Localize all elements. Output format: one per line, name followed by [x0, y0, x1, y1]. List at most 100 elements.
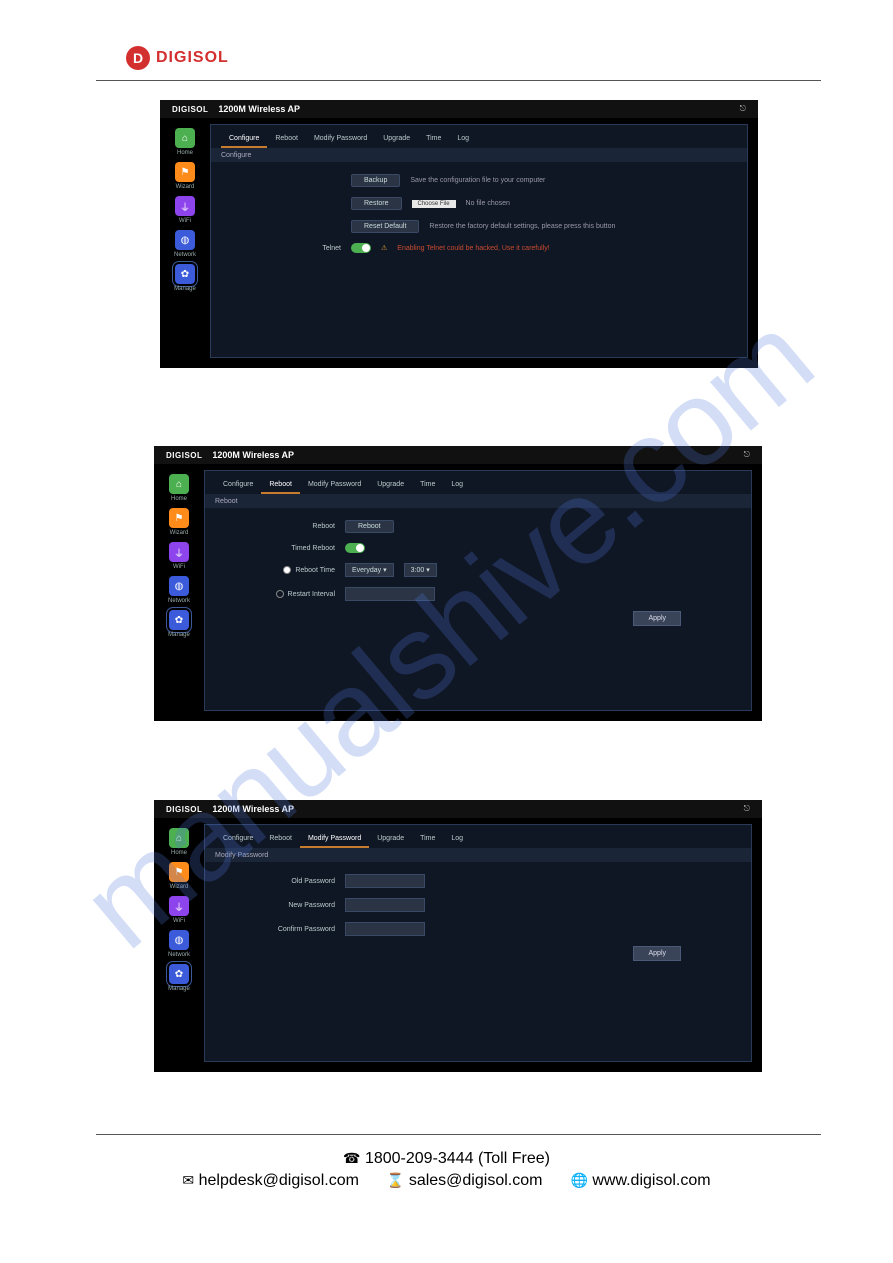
- network-icon: ◍: [169, 930, 189, 950]
- confirm-password-label: Confirm Password: [235, 926, 335, 933]
- product-title: 1200M Wireless AP: [218, 104, 300, 114]
- content-panel: Configure Reboot Modify Password Upgrade…: [210, 124, 748, 358]
- tab-reboot[interactable]: Reboot: [261, 477, 300, 494]
- reboot-button[interactable]: Reboot: [345, 520, 394, 533]
- telnet-label: Telnet: [241, 245, 341, 252]
- logo-text: DIGISOL: [156, 49, 229, 67]
- tab-modify-password[interactable]: Modify Password: [306, 131, 375, 148]
- product-title: 1200M Wireless AP: [212, 450, 294, 460]
- screenshot-modify-password: DIGISOL 1200M Wireless AP ⎋ ⌂Home ⚑Wizar…: [154, 800, 762, 1072]
- logout-icon[interactable]: ⎋: [740, 104, 746, 114]
- tab-time[interactable]: Time: [418, 131, 449, 148]
- tab-upgrade[interactable]: Upgrade: [369, 831, 412, 848]
- new-password-label: New Password: [235, 902, 335, 909]
- apply-button[interactable]: Apply: [633, 611, 681, 626]
- sidebar-item-network[interactable]: ◍Network: [174, 230, 196, 258]
- wizard-icon: ⚑: [169, 508, 189, 528]
- sidebar-item-wifi[interactable]: ⏚WiFi: [169, 542, 189, 570]
- manage-icon: ✿: [175, 264, 195, 284]
- divider-top: [96, 80, 821, 81]
- confirm-password-input[interactable]: [345, 922, 425, 936]
- backup-desc: Save the configuration file to your comp…: [410, 177, 545, 184]
- reset-desc: Restore the factory default settings, pl…: [429, 223, 615, 230]
- timed-reboot-toggle[interactable]: [345, 543, 365, 553]
- tab-modify-password[interactable]: Modify Password: [300, 477, 369, 494]
- tab-upgrade[interactable]: Upgrade: [375, 131, 418, 148]
- tab-reboot[interactable]: Reboot: [261, 831, 300, 848]
- old-password-label: Old Password: [235, 878, 335, 885]
- tab-time[interactable]: Time: [412, 831, 443, 848]
- tab-log[interactable]: Log: [449, 131, 477, 148]
- restore-button[interactable]: Restore: [351, 197, 402, 210]
- wifi-icon: ⏚: [175, 196, 195, 216]
- sidebar-item-network[interactable]: ◍Network: [168, 930, 190, 958]
- logo-icon: D: [126, 46, 150, 70]
- tab-time[interactable]: Time: [412, 477, 443, 494]
- sidebar-item-home[interactable]: ⌂Home: [169, 474, 189, 502]
- mail-icon: ✉: [182, 1172, 194, 1188]
- sidebar-item-network[interactable]: ◍Network: [168, 576, 190, 604]
- tab-upgrade[interactable]: Upgrade: [369, 477, 412, 494]
- backup-button[interactable]: Backup: [351, 174, 400, 187]
- sidebar-item-manage[interactable]: ✿Manage: [168, 610, 190, 638]
- apply-button[interactable]: Apply: [633, 946, 681, 961]
- reboot-time-radio[interactable]: [283, 566, 291, 574]
- sidebar: ⌂Home ⚑Wizard ⏚WiFi ◍Network ✿Manage: [160, 118, 210, 368]
- telnet-toggle[interactable]: [351, 243, 371, 253]
- timed-reboot-label: Timed Reboot: [235, 545, 335, 552]
- hourglass-icon: ⌛: [387, 1172, 404, 1188]
- restart-interval-radio[interactable]: [276, 590, 284, 598]
- footer-web: 🌐 www.digisol.com: [570, 1172, 710, 1190]
- app-brand: DIGISOL: [172, 105, 208, 114]
- tab-log[interactable]: Log: [443, 831, 471, 848]
- titlebar: DIGISOL 1200M Wireless AP ⎋: [154, 800, 762, 818]
- telnet-warning: Enabling Telnet could be hacked, Use it …: [397, 245, 549, 252]
- tab-bar: Configure Reboot Modify Password Upgrade…: [211, 125, 747, 149]
- app-brand: DIGISOL: [166, 451, 202, 460]
- network-icon: ◍: [169, 576, 189, 596]
- new-password-input[interactable]: [345, 898, 425, 912]
- tab-reboot[interactable]: Reboot: [267, 131, 306, 148]
- globe-icon: 🌐: [570, 1172, 587, 1188]
- wifi-icon: ⏚: [169, 896, 189, 916]
- sidebar-item-wizard[interactable]: ⚑Wizard: [175, 162, 195, 190]
- app-brand: DIGISOL: [166, 805, 202, 814]
- tab-modify-password[interactable]: Modify Password: [300, 831, 369, 848]
- tab-configure[interactable]: Configure: [215, 477, 261, 494]
- warning-icon: ⚠: [381, 244, 387, 252]
- sidebar: ⌂Home ⚑Wizard ⏚WiFi ◍Network ✿Manage: [154, 818, 204, 1072]
- sidebar-item-home[interactable]: ⌂Home: [175, 128, 195, 156]
- reset-default-button[interactable]: Reset Default: [351, 220, 419, 233]
- page-header: D DIGISOL: [126, 46, 229, 70]
- sidebar-item-wizard[interactable]: ⚑Wizard: [169, 508, 189, 536]
- sidebar-item-wizard[interactable]: ⚑Wizard: [169, 862, 189, 890]
- old-password-input[interactable]: [345, 874, 425, 888]
- logout-icon[interactable]: ⎋: [744, 804, 750, 814]
- restart-interval-input[interactable]: [345, 587, 435, 601]
- content-panel: Configure Reboot Modify Password Upgrade…: [204, 470, 752, 711]
- divider-bottom: [96, 1134, 821, 1135]
- tab-log[interactable]: Log: [443, 477, 471, 494]
- logout-icon[interactable]: ⎋: [744, 450, 750, 460]
- titlebar: DIGISOL 1200M Wireless AP ⎋: [160, 100, 758, 118]
- wifi-icon: ⏚: [169, 542, 189, 562]
- sidebar-item-manage[interactable]: ✿Manage: [174, 264, 196, 292]
- reboot-day-select[interactable]: Everyday ▾: [345, 563, 394, 577]
- sidebar-item-wifi[interactable]: ⏚WiFi: [169, 896, 189, 924]
- screenshot-reboot: DIGISOL 1200M Wireless AP ⎋ ⌂Home ⚑Wizar…: [154, 446, 762, 721]
- sidebar-item-manage[interactable]: ✿Manage: [168, 964, 190, 992]
- choose-file-button[interactable]: Choose File: [412, 200, 456, 208]
- footer-sales: ⌛ sales@digisol.com: [387, 1172, 543, 1190]
- sidebar-item-wifi[interactable]: ⏚WiFi: [175, 196, 195, 224]
- page-footer: ☎ 1800-209-3444 (Toll Free) ✉ helpdesk@d…: [0, 1150, 893, 1190]
- tab-bar: Configure Reboot Modify Password Upgrade…: [205, 825, 751, 849]
- reboot-time-label: Reboot Time: [295, 567, 335, 574]
- reboot-hour-select[interactable]: 3:00 ▾: [404, 563, 437, 577]
- sidebar-item-home[interactable]: ⌂Home: [169, 828, 189, 856]
- network-icon: ◍: [175, 230, 195, 250]
- tab-configure[interactable]: Configure: [221, 131, 267, 148]
- product-title: 1200M Wireless AP: [212, 804, 294, 814]
- home-icon: ⌂: [169, 474, 189, 494]
- manage-icon: ✿: [169, 610, 189, 630]
- tab-configure[interactable]: Configure: [215, 831, 261, 848]
